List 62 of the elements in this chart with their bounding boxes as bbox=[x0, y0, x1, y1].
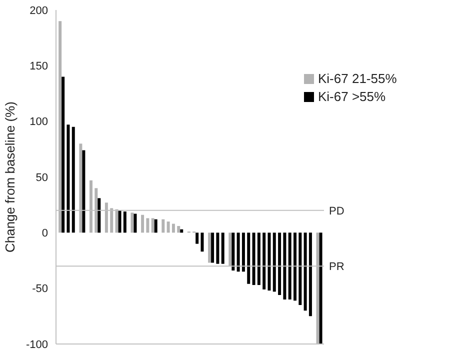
legend-label: Ki-67 21-55% bbox=[318, 71, 397, 86]
bar bbox=[66, 124, 70, 233]
bar bbox=[98, 198, 101, 233]
bar bbox=[262, 232, 266, 290]
bar bbox=[118, 210, 122, 233]
bar bbox=[115, 209, 118, 233]
bar bbox=[79, 144, 82, 233]
bar bbox=[200, 232, 204, 252]
bar bbox=[154, 219, 158, 233]
bar bbox=[82, 150, 86, 233]
ref-line-label: PD bbox=[329, 205, 344, 218]
y-tick-label: 150 bbox=[30, 60, 48, 73]
bar bbox=[177, 226, 180, 233]
y-tick-label: 50 bbox=[36, 172, 48, 184]
bar bbox=[242, 232, 245, 272]
bar bbox=[268, 232, 271, 291]
bar bbox=[151, 218, 154, 233]
bar bbox=[304, 232, 307, 311]
bar bbox=[211, 232, 214, 263]
bar bbox=[308, 232, 312, 316]
y-tick-label: -50 bbox=[32, 283, 48, 296]
bar bbox=[58, 21, 62, 233]
bar bbox=[180, 229, 184, 233]
bar bbox=[278, 232, 282, 296]
bar bbox=[247, 232, 250, 284]
bar bbox=[146, 218, 150, 233]
bar bbox=[252, 232, 256, 285]
bar bbox=[196, 232, 199, 244]
bar bbox=[110, 208, 114, 233]
bar bbox=[257, 232, 260, 285]
y-tick-label: 200 bbox=[30, 4, 48, 17]
legend-label: Ki-67 >55% bbox=[318, 89, 386, 104]
bar bbox=[130, 212, 134, 233]
bar bbox=[228, 232, 232, 266]
bar bbox=[283, 232, 286, 300]
bar bbox=[319, 232, 322, 344]
bar bbox=[72, 126, 75, 233]
bar bbox=[162, 219, 165, 233]
bar bbox=[94, 188, 98, 233]
bar bbox=[141, 214, 144, 233]
bar bbox=[172, 224, 175, 233]
bar bbox=[221, 232, 224, 264]
ref-line-label: PR bbox=[329, 260, 344, 273]
bar bbox=[294, 232, 296, 301]
y-tick-label: 100 bbox=[30, 116, 48, 128]
bar bbox=[288, 232, 292, 300]
bar bbox=[216, 232, 220, 264]
bar bbox=[236, 232, 240, 272]
bar bbox=[90, 180, 92, 233]
bar bbox=[232, 232, 235, 271]
y-axis-title: Change from baseline (%) bbox=[2, 101, 18, 253]
bar bbox=[166, 222, 170, 233]
y-tick-label: -100 bbox=[26, 338, 48, 351]
bar bbox=[298, 232, 302, 306]
bar bbox=[123, 212, 126, 233]
bar bbox=[208, 232, 212, 263]
bar bbox=[62, 76, 65, 233]
y-tick-label: 0 bbox=[42, 228, 48, 240]
bar bbox=[272, 232, 276, 292]
bar bbox=[134, 214, 137, 233]
bar bbox=[104, 202, 108, 233]
bar bbox=[316, 232, 320, 344]
